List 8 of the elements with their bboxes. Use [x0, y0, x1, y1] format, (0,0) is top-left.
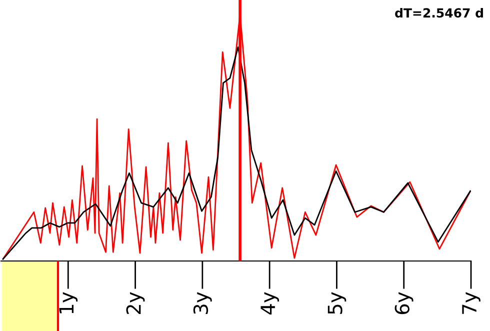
x-tick-label: 5y [328, 292, 346, 314]
x-tick-label: 7y [462, 292, 480, 314]
annotation: dT=2.5467 d [395, 8, 483, 18]
x-tick-label: 4y [260, 292, 279, 314]
x-tick-label: 2y [126, 292, 145, 314]
x-tick-label: 6y [394, 292, 414, 314]
x-tick-label: 1y [59, 292, 78, 314]
x-tick-label: 3y [193, 292, 212, 314]
